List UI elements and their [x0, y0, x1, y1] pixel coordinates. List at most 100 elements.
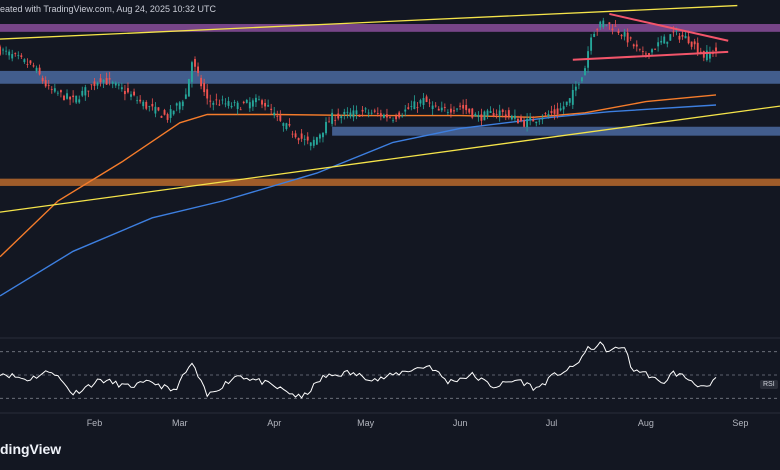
- candle-body: [191, 62, 193, 82]
- x-axis: Feb Mar Apr May Jun Jul Aug Sep: [87, 418, 749, 428]
- candle-body: [623, 32, 626, 37]
- candle-body: [136, 100, 139, 102]
- candle-body: [212, 102, 215, 105]
- candle-body: [75, 95, 78, 103]
- candle-body: [672, 31, 675, 33]
- candle-body: [498, 110, 501, 116]
- tradingview-brand: dingView: [0, 441, 62, 457]
- candle-body: [93, 81, 96, 86]
- candle-body: [157, 107, 160, 111]
- candle-body: [361, 109, 364, 112]
- candle-body: [151, 103, 154, 107]
- candle-body: [553, 109, 556, 114]
- candle-body: [264, 102, 267, 107]
- candle-body: [20, 55, 23, 57]
- candle-body: [337, 113, 340, 119]
- candle-body: [261, 100, 263, 105]
- candle-body: [504, 114, 507, 118]
- candle-body: [96, 82, 99, 86]
- candle-body: [111, 82, 114, 84]
- candle-body: [581, 77, 583, 82]
- candle-body: [184, 94, 187, 99]
- candle-body: [556, 108, 559, 115]
- candle-body: [2, 49, 4, 51]
- x-tick-jun: Jun: [453, 418, 468, 428]
- candle-body: [56, 92, 59, 94]
- moving-average-short: [0, 94, 717, 258]
- candle-body: [468, 108, 471, 113]
- candle-body: [535, 121, 538, 124]
- candle-body: [465, 104, 468, 111]
- zone-blue-support-upper: [0, 70, 780, 84]
- candle-body: [346, 111, 349, 113]
- candle-body: [687, 36, 690, 44]
- candle-body: [590, 37, 593, 51]
- candle-body: [617, 30, 620, 33]
- zone-purple-resistance: [0, 24, 780, 32]
- candle-body: [593, 33, 596, 37]
- candle-body: [139, 99, 142, 102]
- candle-body: [513, 115, 516, 119]
- candle-body: [376, 113, 379, 114]
- candle-body: [681, 34, 684, 37]
- candle-body: [294, 133, 297, 138]
- x-tick-mar: Mar: [172, 418, 188, 428]
- candle-body: [486, 110, 489, 116]
- moving-average-long: [0, 104, 717, 297]
- candle-body: [373, 110, 376, 112]
- candle-body: [230, 105, 233, 108]
- candle-body: [215, 99, 218, 101]
- candle-body: [133, 91, 136, 96]
- candle-body: [322, 132, 324, 138]
- candles-layer: [0, 17, 717, 151]
- candle-body: [242, 101, 245, 103]
- candle-body: [440, 107, 443, 111]
- candle-body: [669, 34, 672, 41]
- candle-body: [251, 100, 254, 107]
- candle-body: [532, 119, 535, 122]
- candle-body: [660, 40, 663, 43]
- x-tick-may: May: [357, 418, 375, 428]
- candle-body: [358, 115, 361, 117]
- candle-body: [382, 114, 385, 118]
- candle-body: [434, 105, 437, 107]
- candle-body: [526, 118, 529, 128]
- candle-body: [626, 32, 629, 43]
- candle-body: [449, 108, 452, 113]
- candle-body: [248, 102, 251, 109]
- candle-body: [32, 65, 35, 67]
- candle-body: [477, 114, 480, 118]
- candle-body: [696, 42, 699, 54]
- candle-body: [678, 35, 681, 40]
- candle-body: [422, 98, 425, 105]
- chart-panes: [0, 337, 780, 414]
- candle-body: [663, 36, 666, 44]
- candle-body: [456, 108, 458, 110]
- candle-body: [638, 48, 641, 50]
- candle-body: [8, 51, 11, 56]
- candle-body: [693, 41, 696, 45]
- candle-body: [364, 108, 367, 110]
- candle-body: [568, 98, 571, 103]
- candle-body: [315, 137, 318, 145]
- candle-body: [105, 78, 108, 85]
- candle-body: [35, 67, 38, 71]
- candle-body: [562, 106, 565, 110]
- candle-body: [437, 108, 440, 111]
- candle-body: [209, 100, 212, 102]
- candle-body: [641, 50, 644, 52]
- candle-body: [117, 84, 120, 86]
- candle-body: [26, 64, 29, 65]
- candle-body: [203, 82, 206, 93]
- candle-body: [81, 90, 84, 96]
- candle-body: [23, 59, 26, 63]
- candle-body: [571, 89, 574, 105]
- candle-body: [410, 106, 413, 107]
- candle-body: [389, 117, 391, 119]
- candle-body: [312, 139, 315, 146]
- candle-body: [644, 53, 647, 55]
- candle-body: [331, 112, 334, 124]
- candle-body: [416, 107, 419, 109]
- candle-body: [675, 30, 678, 32]
